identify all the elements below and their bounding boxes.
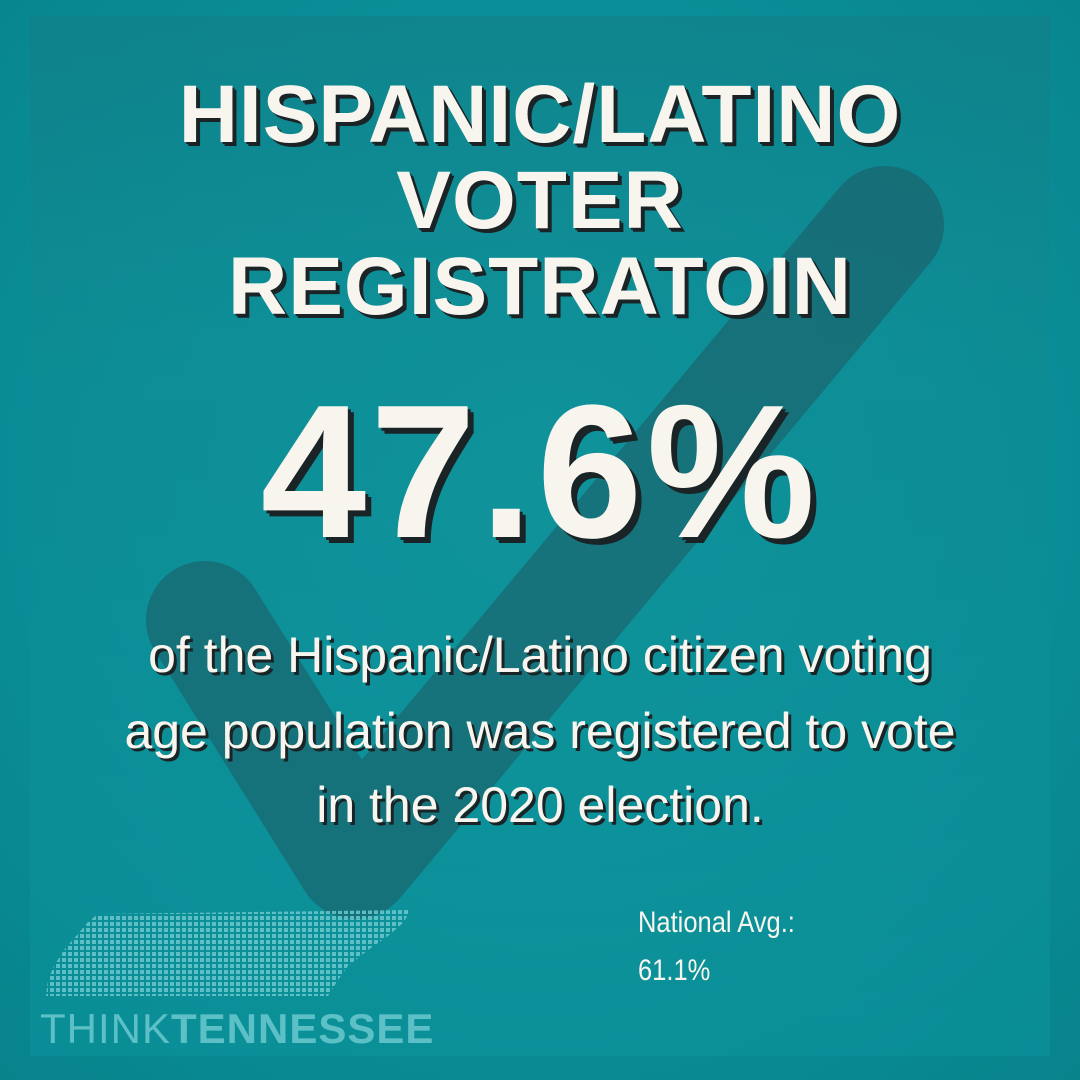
description-line-1: of the Hispanic/Latino citizen voting (148, 627, 932, 683)
title-line-3: REGISTRATOIN (228, 241, 852, 332)
title-line-1: HISPANIC/LATINO (178, 69, 902, 160)
logo-word-think: THINK (40, 1005, 171, 1052)
national-average-label: National Avg.: (638, 906, 795, 939)
logo-word-tennessee: TENNESSEE (171, 1005, 435, 1052)
registration-percentage: 47.6% (260, 366, 820, 578)
tennessee-map-icon (46, 910, 410, 996)
think-tennessee-logo: THINKTENNESSEE (40, 1006, 434, 1052)
national-average-value: 61.1% (638, 954, 711, 987)
title-line-2: VOTER (396, 155, 684, 246)
description-line-2: age population was registered to vote (124, 703, 956, 759)
description-line-3: in the 2020 election. (316, 777, 764, 833)
